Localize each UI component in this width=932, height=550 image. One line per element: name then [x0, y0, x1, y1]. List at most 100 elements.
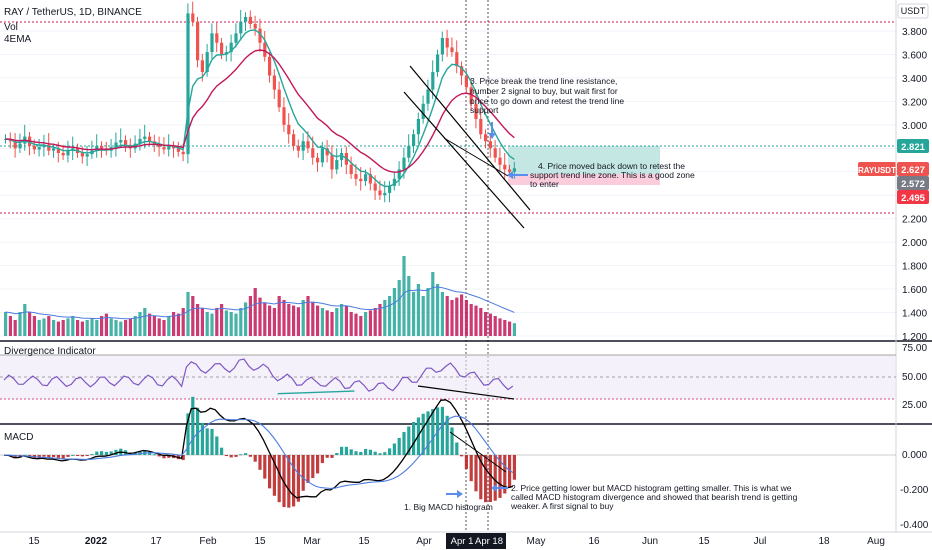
candle-body [488, 141, 492, 149]
candle-body [296, 145, 300, 151]
volume-bar [109, 318, 113, 336]
macd-hist-bar [210, 428, 214, 455]
trendline-upper[interactable] [409, 65, 531, 211]
volume-bar [61, 320, 65, 336]
svg-text:2.627: 2.627 [901, 165, 925, 176]
macd-hist-bar [234, 455, 238, 457]
volume-bar [8, 316, 12, 336]
price-tag-resistance: 2.821 [897, 139, 929, 153]
macd-hist-bar [344, 446, 348, 455]
volume-bar [469, 304, 473, 336]
volume-bar [176, 313, 180, 336]
candle-body [320, 148, 324, 163]
price-tick: 1.400 [902, 309, 927, 320]
macd-hist-bar [354, 451, 358, 455]
volume-bar [397, 280, 401, 336]
macd-hist-bar [301, 455, 305, 491]
macd-hist-bar [359, 451, 363, 455]
macd-hist-bar [493, 455, 497, 501]
macd-hist-bar [503, 455, 507, 494]
volume-bar [172, 312, 176, 336]
volume-bar [268, 305, 272, 336]
volume-bar [85, 320, 89, 336]
volume-bar [56, 321, 60, 336]
macd-hist-bar [100, 451, 104, 455]
macd-hist-bar [450, 427, 454, 455]
candle-body [282, 107, 286, 125]
macd-hist-bar [292, 455, 296, 507]
time-tick: 18 [818, 536, 830, 547]
candle-body [85, 154, 89, 157]
profit-zone[interactable] [508, 146, 660, 174]
macd-hist-bar [407, 426, 411, 455]
candle-body [412, 134, 416, 146]
rsi-line [3, 358, 514, 392]
macd-hist-bar [263, 455, 267, 479]
candle-body [503, 164, 507, 170]
time-tick: 15 [254, 536, 266, 547]
volume-bar [416, 284, 420, 336]
trendline-short[interactable] [443, 137, 509, 177]
macd-hist-bar [479, 455, 483, 500]
volume-bar [436, 284, 440, 336]
arrow-down-icon [488, 122, 496, 139]
time-tick: Apr [416, 536, 432, 547]
candle-body [244, 16, 248, 22]
candle-body [263, 42, 267, 57]
candle-body [455, 52, 459, 67]
macd-hist-bar [498, 455, 502, 498]
macd-histogram [4, 396, 516, 508]
volume-bar [66, 318, 70, 336]
annotation-3: 3. Price break the trend line resistance… [470, 76, 626, 115]
arrow-left-icon-macd [491, 484, 508, 492]
candle-body [421, 103, 425, 119]
volume-bar [100, 316, 104, 336]
loss-zone[interactable] [508, 174, 660, 185]
trendline-lower[interactable] [403, 91, 525, 229]
candle-body [426, 89, 430, 104]
volume-bar [335, 308, 339, 336]
candle-body [205, 52, 209, 73]
macd-trendline[interactable] [449, 431, 507, 473]
macd-hist-bar [268, 455, 272, 489]
annotation-1: 1. Big MACD histogram [404, 502, 493, 512]
volume-bar [162, 320, 166, 336]
macd-hist-bar [512, 455, 516, 480]
annotation-2: 2. Price getting lower but MACD histogra… [510, 483, 800, 511]
annotation-4: 4. Price moved back down to retest the s… [530, 161, 697, 189]
volume-bar [316, 305, 320, 336]
volume-bar [340, 304, 344, 336]
rsi-tick-50: 50.00 [902, 372, 927, 383]
macd-hist-bar [330, 455, 334, 458]
candle-body [61, 153, 65, 156]
candles [4, 1, 516, 203]
macd-hist-bar [239, 454, 243, 456]
rsi-trendline[interactable] [417, 385, 515, 400]
signal-line [3, 415, 514, 489]
macd-hist-bar [412, 421, 416, 455]
candle-body [124, 140, 128, 145]
price-tick: 1.200 [902, 332, 927, 343]
candle-body [56, 148, 60, 153]
time-tick: 17 [150, 536, 162, 547]
candle-body [359, 178, 363, 182]
currency-button[interactable] [897, 3, 929, 19]
macd-hist-bar [13, 455, 17, 459]
candle-body [229, 42, 233, 53]
candle-body [32, 145, 36, 150]
macd-hist-bar [152, 454, 156, 456]
volume-bar [320, 308, 324, 336]
volume-ma-line [5, 286, 515, 320]
ema-label: 4EMA [4, 34, 32, 45]
volume-bar [512, 323, 516, 336]
time-axis[interactable]: 15 2022 17 Feb 15 Mar 15 Apr May 16 Jun 15 Jul 18 Aug [28, 536, 884, 547]
macd-hist-bar [277, 455, 281, 503]
volume-bar [186, 292, 190, 336]
macd-hist-bar [484, 455, 488, 503]
macd-hist-bar [373, 451, 377, 455]
candle-body [402, 157, 406, 170]
svg-text:Apr 18: Apr 18 [475, 536, 503, 547]
candle-body [493, 148, 497, 158]
candle-body [340, 153, 344, 161]
